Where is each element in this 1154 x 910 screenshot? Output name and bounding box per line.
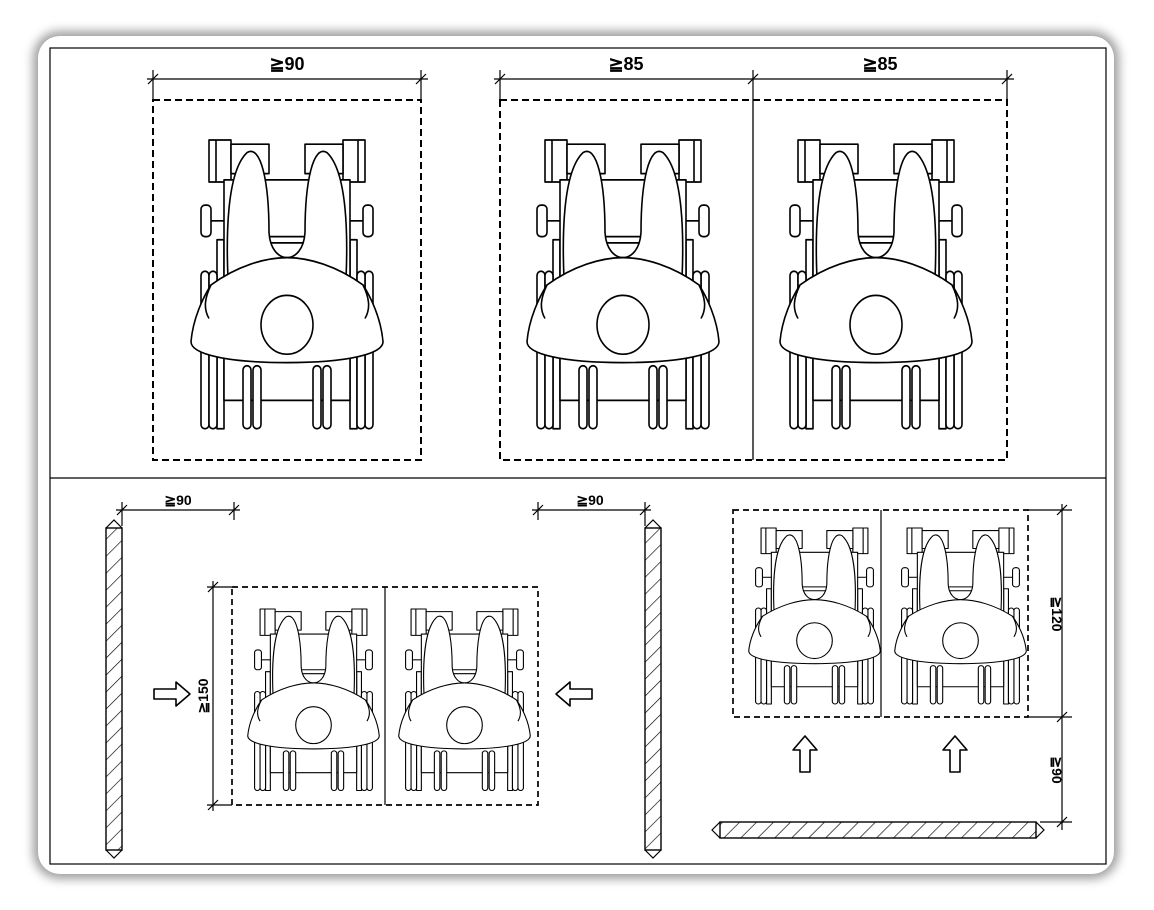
hatched-wall-icon: [644, 519, 662, 859]
dimension-top-pair: [494, 70, 1014, 100]
label-top-pair-width-left: ≧85: [608, 54, 643, 74]
label-top-pair-width-right: ≧85: [862, 54, 897, 74]
hatched-wall-icon: [105, 519, 123, 859]
drawing-border: [49, 47, 1107, 865]
approach-arrow-icon: [555, 681, 593, 707]
bottom-left-pair-spaces: [231, 586, 539, 806]
wheelchair-user-plan-icon: [894, 527, 1027, 705]
approach-arrow-icon: [942, 735, 968, 773]
dimension-bottom-left-depth: [207, 581, 232, 811]
hatched-wall-icon: [711, 821, 1045, 839]
dimension-bottom-mid-clearance: [532, 502, 651, 526]
dimension-right: [1028, 504, 1072, 830]
label-bottom-left-clearance: ≧90: [164, 492, 192, 508]
wheelchair-user-plan-icon: [190, 139, 384, 430]
pair-spaces: [499, 99, 1008, 461]
single-space: [152, 99, 422, 461]
wheelchair-user-plan-icon: [779, 139, 973, 430]
wheelchair-user-plan-icon: [526, 139, 720, 430]
label-bottom-left-depth: ≧150: [195, 678, 211, 713]
label-top-single-width: ≧90: [269, 54, 304, 74]
dimension-top-single: [147, 70, 428, 100]
approach-arrow-icon: [792, 735, 818, 773]
dimension-bottom-left-clearance: [116, 502, 240, 526]
wheelchair-user-plan-icon: [748, 527, 881, 705]
bottom-right-pair-spaces: [732, 509, 1029, 718]
wheelchair-user-plan-icon: [398, 608, 531, 792]
label-right-pair-depth: ≧120: [1049, 596, 1065, 631]
label-bottom-mid-clearance: ≧90: [576, 492, 604, 508]
wheelchair-user-plan-icon: [247, 608, 380, 792]
approach-arrow-icon: [153, 681, 191, 707]
label-right-aisle-depth: ≧90: [1049, 756, 1065, 784]
